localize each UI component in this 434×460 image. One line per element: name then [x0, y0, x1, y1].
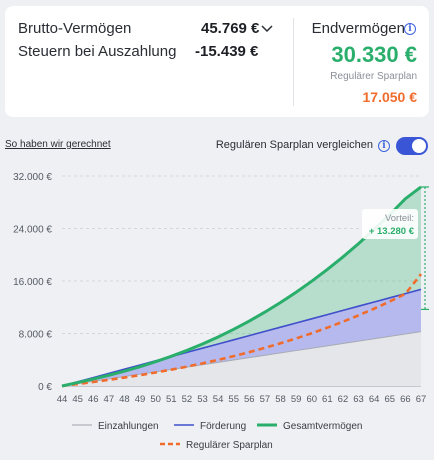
x-tick-label: 66	[400, 394, 411, 405]
y-tick-label: 24.000 €	[13, 225, 52, 236]
x-tick-label: 51	[166, 394, 177, 405]
y-tick-label: 16.000 €	[13, 277, 52, 288]
steuern-value: -15.439 €	[195, 43, 259, 60]
compare-info-icon[interactable]: i	[378, 140, 390, 152]
x-tick-label: 49	[135, 394, 146, 405]
x-tick-label: 60	[306, 394, 317, 405]
y-tick-label: 32.000 €	[13, 172, 52, 183]
y-tick-label: 8.000 €	[19, 330, 53, 341]
foerderung-line	[61, 288, 422, 387]
chevron-down-icon[interactable]	[260, 24, 274, 34]
compare-toggle[interactable]	[396, 137, 428, 155]
chart-legend: Einzahlungen Förderung Gesamtvermögen Regul…	[72, 421, 362, 451]
info-icon[interactable]: i	[404, 23, 416, 35]
x-tick-label: 44	[57, 394, 68, 405]
x-tick-label: 58	[275, 394, 286, 405]
x-tick-label: 64	[369, 394, 380, 405]
legend-label: Regulärer Sparplan	[186, 440, 273, 451]
toggle-knob	[412, 139, 426, 153]
gesamt-line	[61, 185, 422, 388]
brutto-label: Brutto-Vermögen	[18, 20, 132, 37]
sparplan-line	[61, 273, 423, 388]
x-tick-label: 55	[228, 394, 239, 405]
compare-label: Regulären Sparplan vergleichen	[215, 139, 373, 151]
x-tick-label: 47	[104, 394, 115, 405]
x-tick-label: 45	[72, 394, 83, 405]
x-tick-label: 63	[353, 394, 364, 405]
x-tick-label: 54	[213, 394, 224, 405]
chart-lines	[61, 185, 423, 388]
legend-label: Einzahlungen	[98, 421, 159, 432]
x-tick-label: 57	[260, 394, 271, 405]
gesamt-area	[62, 186, 421, 386]
x-tick-label: 56	[244, 394, 255, 405]
x-tick-label: 52	[182, 394, 193, 405]
card-divider	[293, 18, 294, 106]
x-tick-label: 59	[291, 394, 302, 405]
x-axis-ticks: 44 45 46 47 48 49 50 51 52 53 54 55 56 57 58 59 60 61 62 63…	[57, 394, 427, 405]
x-tick-label: 61	[322, 394, 333, 405]
sparplan-label: Regulärer Sparplan	[330, 71, 417, 82]
y-axis-ticks: 0 € 8.000 € 16.000 € 24.000 € 32.000 €	[13, 172, 52, 393]
x-tick-label: 48	[119, 394, 130, 405]
legend-label: Förderung	[200, 421, 246, 432]
annotation-value: + 13.280 €	[369, 226, 415, 237]
x-tick-label: 46	[88, 394, 99, 405]
annotation-label: Vorteil:	[385, 213, 414, 224]
steuern-label: Steuern bei Auszahlung	[18, 43, 177, 60]
annotation-box	[362, 209, 418, 239]
x-tick-label: 65	[384, 394, 395, 405]
advantage-annotation: Vorteil: + 13.280 €	[362, 186, 429, 310]
wealth-chart: 0 €8.000 €16.000 €24.000 €32.000 € 44 45 4…	[13, 172, 429, 451]
endvermoegen-value: 30.330 €	[331, 42, 417, 67]
brutto-value[interactable]: 45.769 €	[201, 20, 260, 37]
x-tick-label: 53	[197, 394, 208, 405]
y-tick-label: 0 €	[38, 382, 52, 393]
x-tick-label: 67	[416, 394, 427, 405]
endvermoegen-label: Endvermögen	[311, 20, 405, 37]
sparplan-value: 17.050 €	[362, 89, 418, 105]
x-tick-label: 50	[150, 394, 161, 405]
legend-label: Gesamtvermögen	[283, 421, 362, 432]
calculation-link[interactable]: So haben wir gerechnet	[5, 139, 111, 150]
summary-card: Brutto-Vermögen 45.769 € Steuern bei Aus…	[5, 6, 429, 117]
x-tick-label: 62	[338, 394, 349, 405]
